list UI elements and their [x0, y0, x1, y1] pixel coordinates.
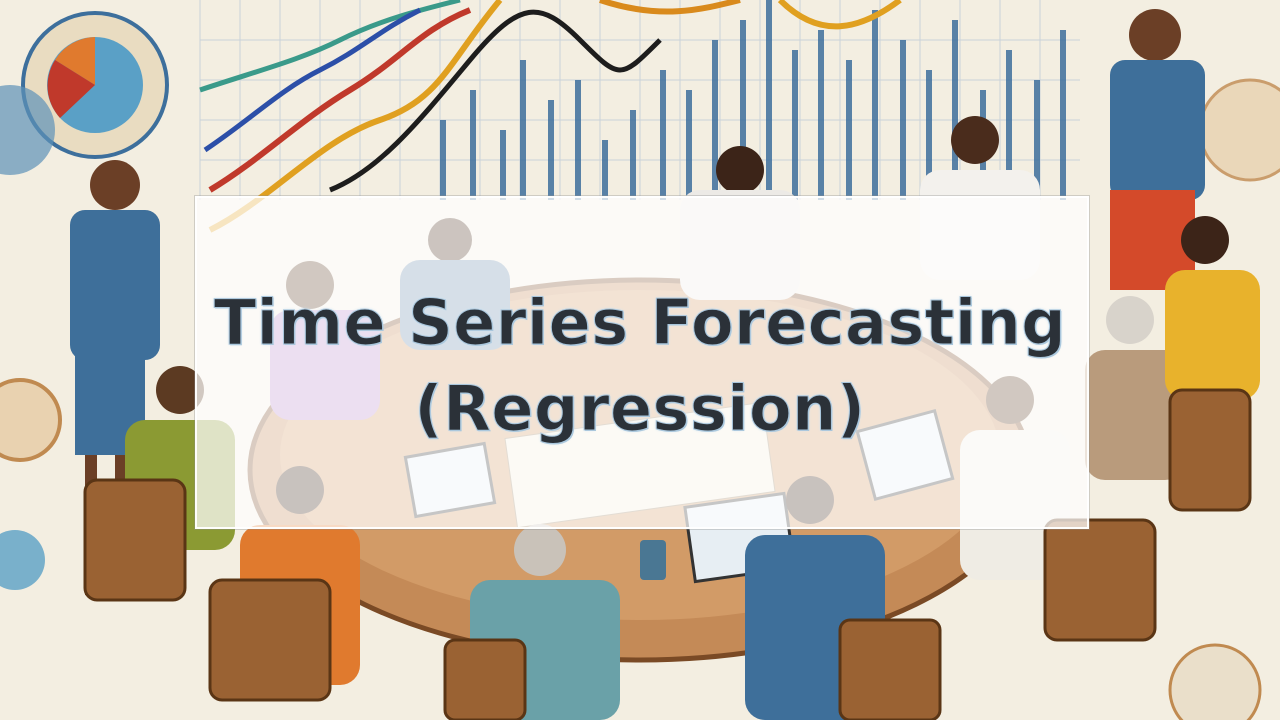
left-dot-decoration [0, 530, 45, 590]
trend-line-green [199, 0, 461, 93]
title-panel [195, 196, 1089, 529]
cup [640, 540, 666, 580]
chairs [83, 388, 1252, 720]
trend-line-red [208, 7, 472, 193]
blue-bars [440, 0, 1066, 200]
trend-line-gold-right [777, 0, 902, 30]
trend-line-gold [599, 0, 741, 15]
trend-line-blue [203, 7, 422, 153]
left-circle-decoration [0, 85, 55, 175]
left-dial-decoration [0, 378, 62, 462]
pie-chart-decoration [21, 11, 169, 159]
title-line-1: Time Series Forecasting [213, 286, 1067, 360]
title-line-2: (Regression) [414, 372, 866, 446]
bottom-right-dial-decoration [1168, 643, 1262, 720]
trend-line-black [329, 9, 662, 193]
standing-woman-right [1110, 9, 1205, 290]
